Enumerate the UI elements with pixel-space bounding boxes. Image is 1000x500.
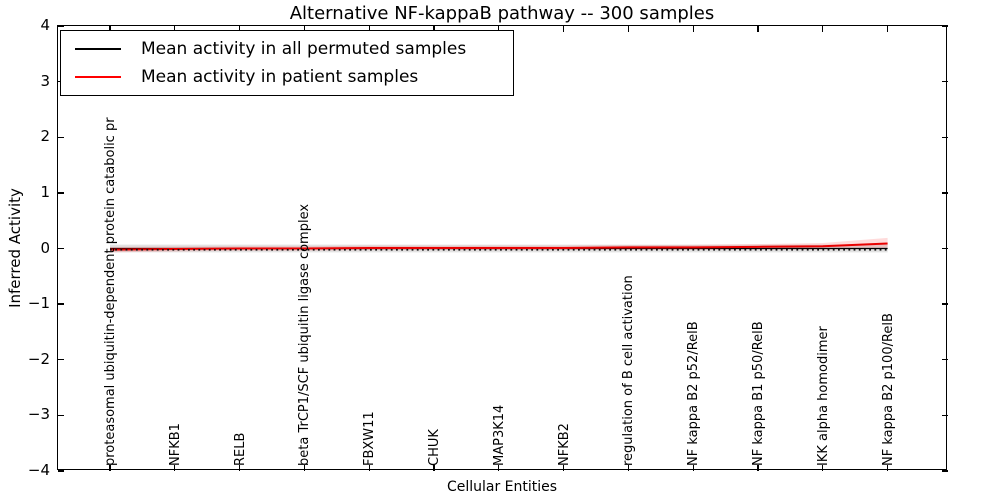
- x-tick-mark: [692, 465, 694, 471]
- x-tick-mark: [433, 26, 435, 32]
- y-tick-mark: [58, 25, 64, 27]
- y-tick-mark: [58, 303, 64, 305]
- x-tick-mark: [692, 26, 694, 32]
- legend-label: Mean activity in all permuted samples: [141, 39, 467, 59]
- x-tick-mark: [562, 465, 565, 471]
- y-tick-label: −3: [27, 405, 50, 424]
- y-tick-mark: [58, 359, 64, 361]
- y-tick-mark: [942, 25, 948, 27]
- x-category-label: IKK alpha homodimer: [815, 326, 831, 466]
- y-tick-label: 3: [40, 71, 50, 90]
- legend-line-sample-red: [75, 76, 121, 78]
- x-tick-mark: [822, 26, 824, 32]
- y-tick-label: 4: [40, 16, 50, 34]
- x-category-label: FBXW11: [362, 411, 378, 466]
- y-tick-mark: [58, 247, 64, 250]
- y-tick-label: −1: [27, 294, 50, 313]
- y-tick-mark: [58, 470, 64, 472]
- x-category-label: NF kappa B1 p50/RelB: [751, 321, 766, 466]
- x-tick-mark: [368, 26, 370, 32]
- y-tick-mark: [942, 136, 948, 138]
- x-category-label: MAP3K14: [491, 404, 507, 466]
- y-tick-mark: [58, 414, 64, 417]
- series-line: [109, 242, 888, 251]
- x-axis-label: Cellular Entities: [446, 479, 558, 495]
- x-tick-mark: [238, 26, 241, 32]
- x-tick-mark: [562, 26, 565, 32]
- x-tick-mark: [886, 465, 889, 471]
- x-category-label: CHUK: [427, 429, 442, 466]
- y-tick-label: −4: [27, 461, 50, 479]
- x-category-label: NFKB1: [167, 423, 183, 466]
- y-tick-label: 2: [40, 127, 50, 146]
- x-tick-mark: [303, 465, 306, 471]
- legend-label: Mean activity in patient samples: [141, 67, 419, 87]
- x-tick-mark: [433, 465, 435, 471]
- y-tick-mark: [942, 192, 948, 194]
- x-category-label: proteasomal ubiquitin-dependent protein …: [103, 117, 118, 466]
- x-tick-mark: [303, 26, 306, 32]
- x-tick-mark: [627, 465, 630, 471]
- legend-item-patient: Mean activity in patient samples: [61, 67, 513, 87]
- y-tick-label: 1: [40, 182, 50, 201]
- y-tick-mark: [942, 414, 948, 417]
- x-category-label: regulation of B cell activation: [621, 275, 637, 466]
- x-tick-mark: [498, 465, 500, 471]
- legend-line-sample-black: [75, 48, 121, 50]
- x-category-label: NF kappa B2 p100/RelB: [880, 313, 896, 466]
- chart-title: Alternative NF-kappaB pathway -- 300 sam…: [289, 3, 715, 24]
- y-tick-mark: [942, 470, 948, 472]
- x-tick-mark: [757, 465, 759, 471]
- legend: Mean activity in all permuted samples Me…: [60, 30, 514, 96]
- legend-item-permuted: Mean activity in all permuted samples: [61, 39, 513, 59]
- y-tick-mark: [942, 359, 948, 361]
- x-tick-mark: [109, 26, 111, 32]
- y-tick-mark: [942, 80, 948, 83]
- plot-area: proteasomal ubiquitin-dependent protein …: [57, 25, 948, 472]
- x-tick-mark: [498, 26, 500, 32]
- x-tick-mark: [886, 26, 889, 32]
- x-tick-mark: [238, 465, 241, 471]
- x-category-label: NF kappa B2 p52/RelB: [686, 321, 702, 466]
- y-tick-label: 0: [40, 238, 50, 257]
- x-category-label: beta TrCP1/SCF ubiquitin ligase complex: [297, 203, 313, 466]
- x-tick-mark: [174, 26, 176, 32]
- x-tick-mark: [174, 465, 176, 471]
- y-tick-mark: [942, 303, 948, 305]
- x-tick-mark: [757, 26, 759, 32]
- y-tick-label: −2: [27, 349, 50, 368]
- x-category-label: RELB: [232, 432, 248, 466]
- x-tick-mark: [627, 26, 630, 32]
- x-tick-mark: [368, 465, 370, 471]
- y-tick-mark: [58, 192, 64, 194]
- y-tick-mark: [942, 247, 948, 250]
- x-category-label: NFKB2: [556, 423, 572, 466]
- data-lines: [109, 237, 888, 253]
- x-tick-mark: [822, 465, 824, 471]
- x-tick-mark: [109, 465, 111, 471]
- y-tick-mark: [58, 136, 64, 138]
